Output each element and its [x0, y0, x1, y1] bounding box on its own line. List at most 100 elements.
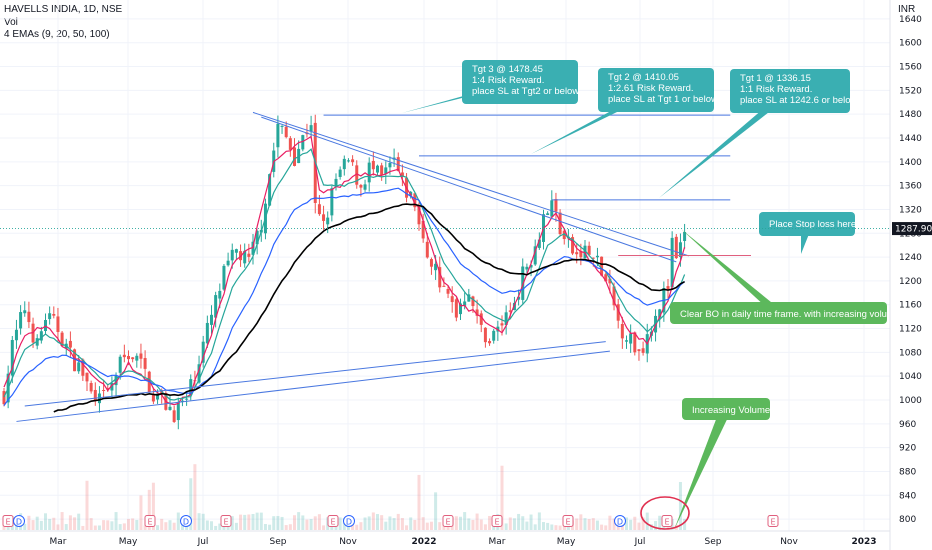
candle-body	[666, 286, 670, 290]
volume-bar	[400, 518, 404, 530]
volume-bar	[421, 517, 425, 530]
volume-bar	[160, 518, 164, 530]
candle-body	[201, 341, 205, 363]
candle-body	[579, 250, 583, 258]
candle-body	[77, 362, 81, 372]
volume-bar	[52, 517, 56, 530]
ema-100-line	[53, 203, 685, 413]
price-tick-label: 920	[899, 444, 916, 454]
volume-bar	[591, 518, 595, 530]
volume-bar	[176, 512, 180, 530]
price-tick-label: 1640	[899, 15, 922, 25]
candle-body	[492, 330, 496, 341]
candle-body	[172, 410, 176, 422]
volume-bar	[479, 519, 483, 530]
candle-body	[367, 162, 371, 183]
volume-bar	[550, 524, 554, 530]
volume-bar	[425, 522, 429, 530]
candle-body	[73, 349, 77, 372]
candle-body	[255, 230, 259, 245]
price-tick-label: 1520	[899, 86, 922, 96]
candle-body	[380, 165, 384, 176]
candle-body	[288, 138, 292, 150]
earnings-marker: E	[144, 515, 156, 527]
volume-bar	[31, 520, 35, 530]
ema-20-line	[3, 148, 686, 401]
candle-body	[591, 257, 595, 259]
last-price-tag-group: 1287.90	[0, 222, 932, 236]
volume-bar	[678, 482, 682, 530]
volume-bar	[666, 525, 670, 530]
volume-bars	[2, 464, 687, 530]
volume-bar	[641, 517, 645, 530]
candle-body	[114, 375, 118, 386]
candle-body	[413, 193, 417, 208]
volume-bar	[288, 524, 292, 530]
marker-shape	[491, 515, 503, 527]
candle-body	[280, 125, 284, 127]
candle-body	[583, 245, 587, 259]
volume-bar	[172, 522, 176, 530]
time-tick-label: Sep	[705, 537, 722, 547]
volume-bar	[529, 514, 533, 530]
candle-body	[10, 339, 14, 376]
candle-body	[562, 230, 566, 240]
callout-box	[730, 69, 850, 113]
price-tick-label: 1600	[899, 39, 922, 49]
candle-body	[89, 383, 93, 392]
volume-bar	[467, 518, 471, 530]
volume-bar	[508, 517, 512, 530]
time-tick-label: Nov	[780, 537, 798, 547]
candle-body	[102, 389, 106, 391]
callout-box	[759, 212, 855, 236]
callout-pointer	[659, 91, 796, 198]
volume-bar	[434, 492, 438, 530]
candle-body	[81, 359, 85, 376]
time-tick-label: Mar	[489, 537, 506, 547]
candle-body	[2, 391, 6, 405]
volume-bar	[525, 521, 529, 530]
volume-bar	[546, 522, 550, 530]
volume-bar	[662, 524, 666, 530]
volume-bar	[521, 516, 525, 530]
volume-bar	[504, 523, 508, 530]
marker-shape	[343, 515, 355, 527]
volume-bar	[579, 514, 583, 530]
ema-50-line	[3, 187, 685, 407]
earnings-marker: E	[562, 515, 574, 527]
volume-bar	[500, 465, 504, 530]
candle-body	[56, 316, 60, 332]
candle-body	[550, 200, 554, 217]
volume-bar	[293, 515, 296, 530]
candle-body	[214, 295, 218, 318]
candle-body	[234, 249, 238, 253]
volume-bar	[558, 525, 562, 530]
volume-bar	[429, 521, 433, 530]
callout-pointer	[674, 409, 732, 530]
price-tick-label: 840	[899, 491, 916, 501]
candle-body	[438, 267, 442, 288]
volume-bar	[297, 512, 301, 530]
dividend-marker: D	[343, 515, 355, 527]
candle-body	[625, 340, 628, 342]
volume-bar	[301, 515, 305, 530]
volume-bar	[438, 522, 442, 530]
candle-body	[488, 341, 492, 344]
volume-bar	[44, 513, 47, 530]
dividend-marker: D	[180, 515, 192, 527]
candle-body	[376, 165, 379, 173]
volume-bar	[230, 516, 234, 530]
candle-body	[317, 204, 321, 215]
volume-bar	[305, 519, 309, 530]
volume-bar	[156, 525, 160, 530]
ema-9-line	[3, 135, 686, 406]
candle-body	[546, 213, 550, 215]
volume-bar	[620, 523, 624, 530]
dividend-marker: D	[614, 515, 626, 527]
volume-bar	[234, 522, 238, 530]
callout-box	[598, 68, 714, 112]
candle-body	[185, 398, 189, 400]
price-tick-label: 1560	[899, 63, 922, 73]
